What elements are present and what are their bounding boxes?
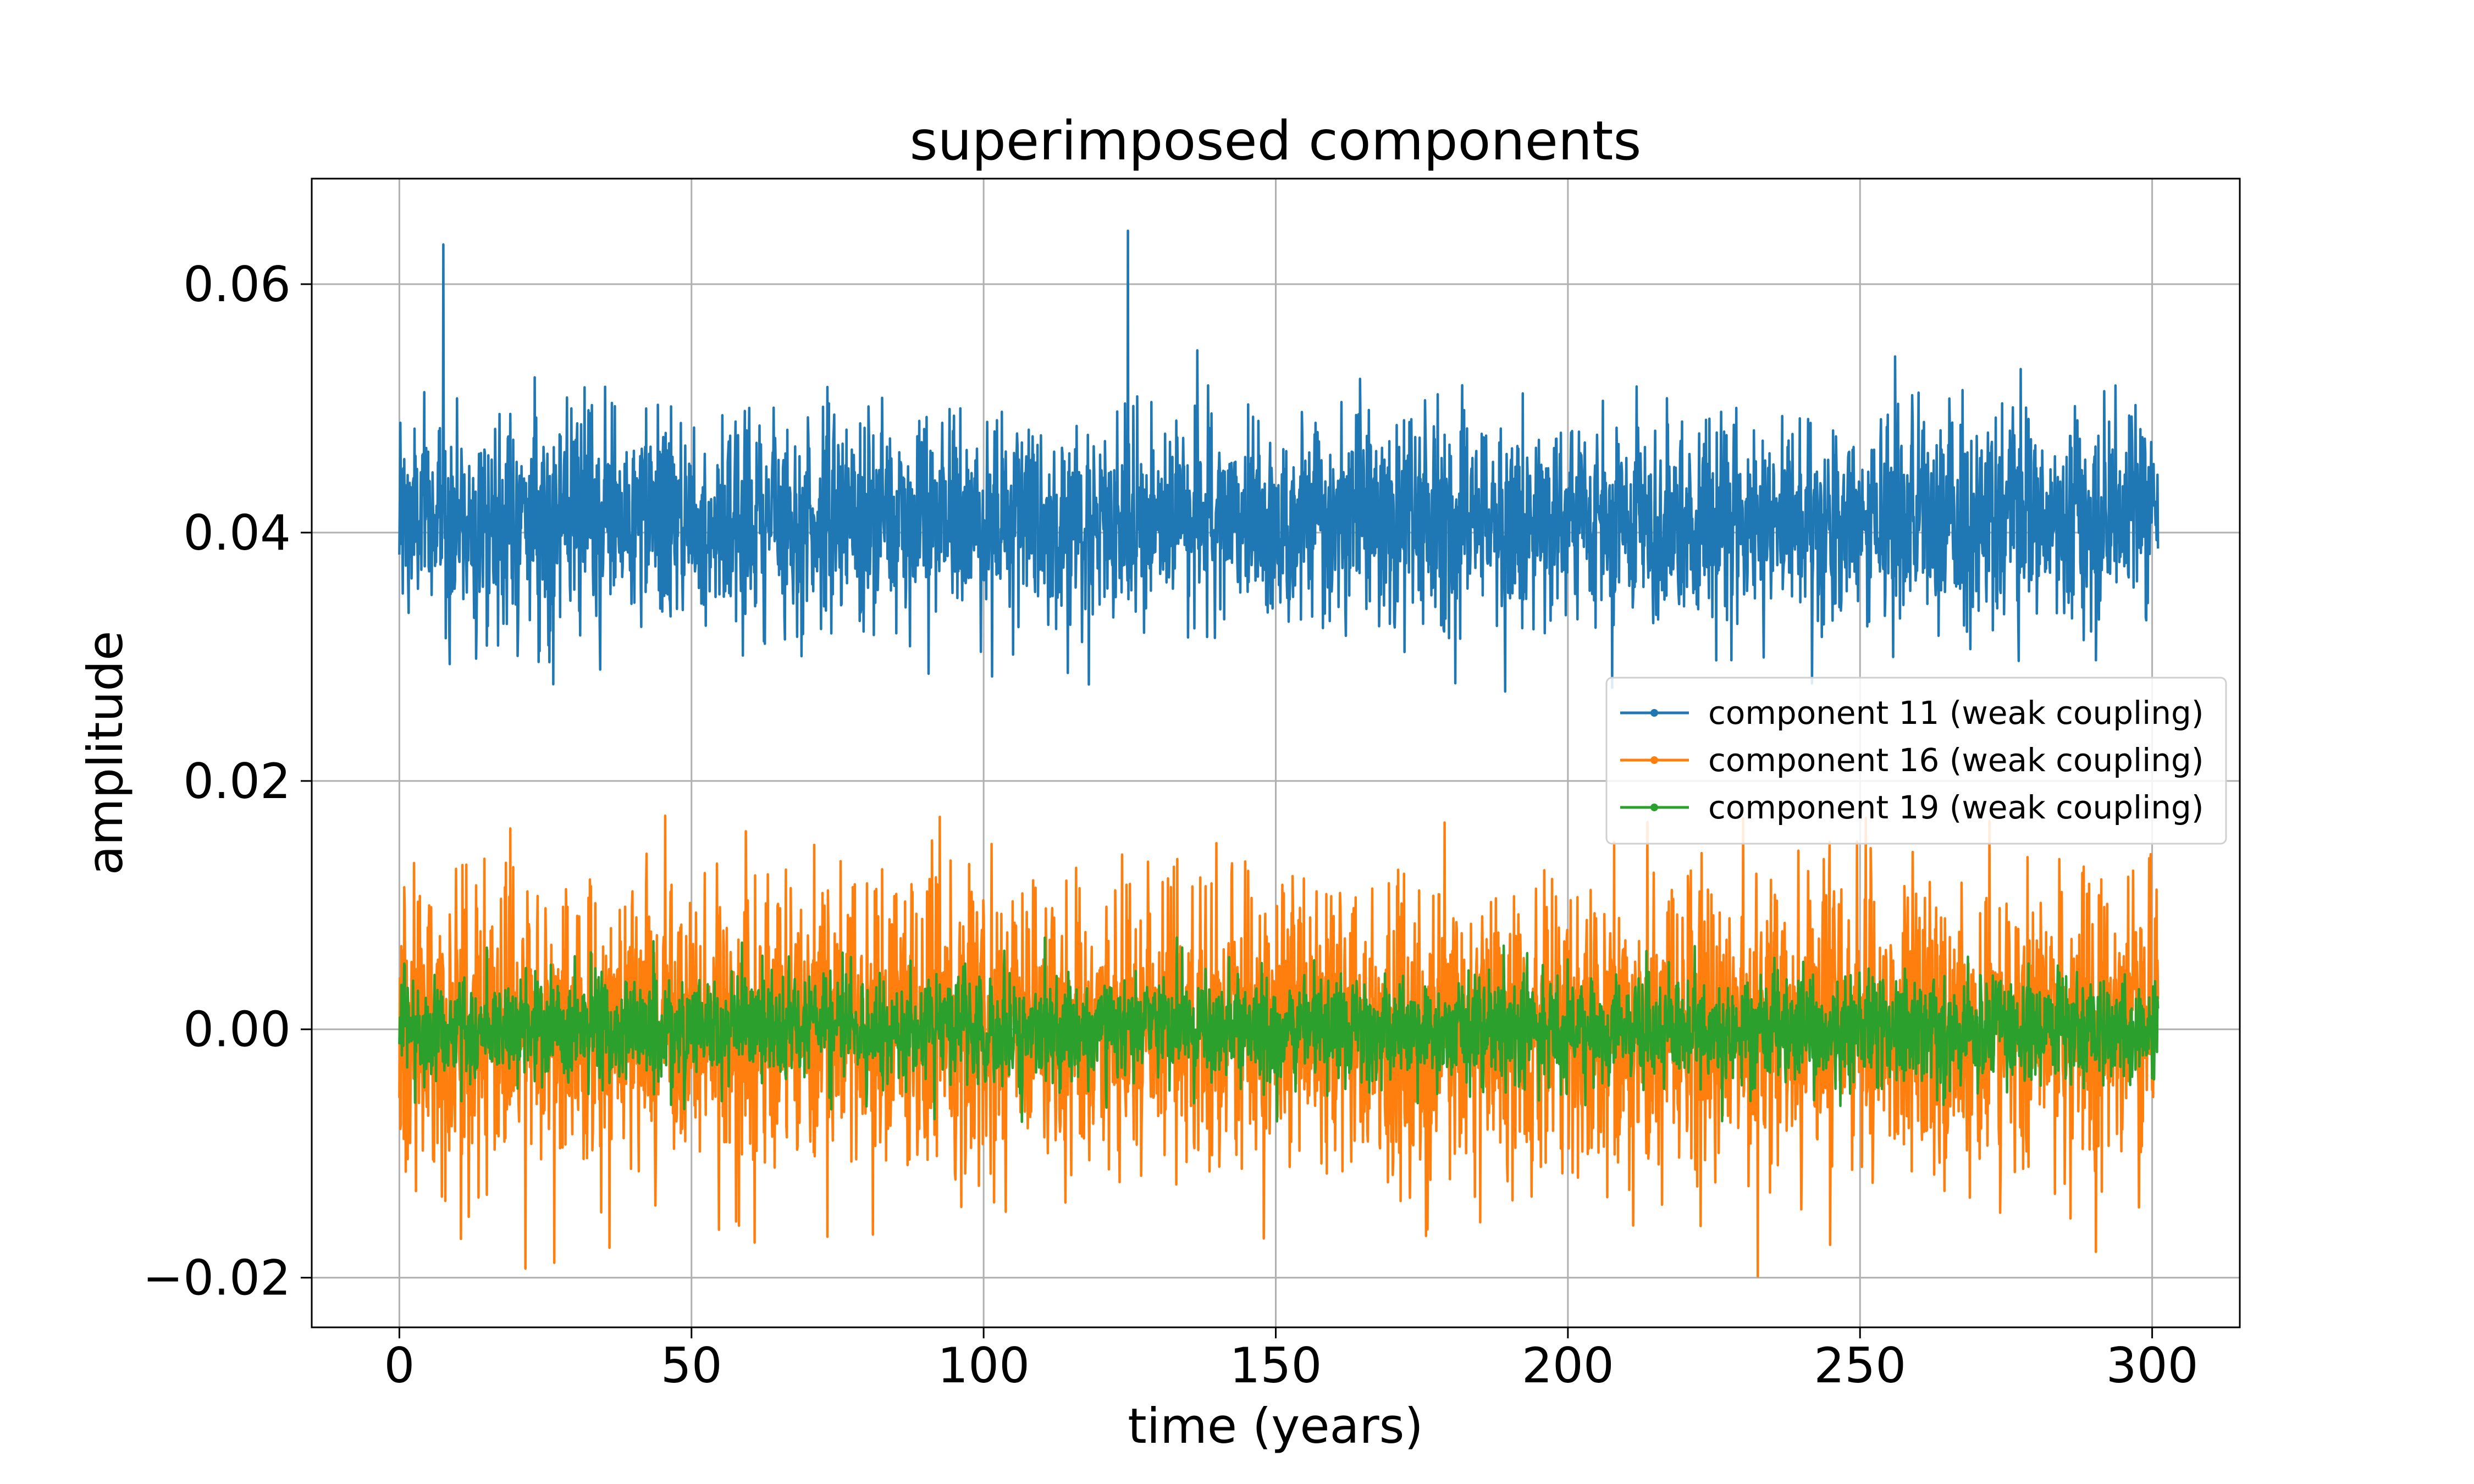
x-tick-label: 100 <box>937 1337 1030 1394</box>
x-tick-label: 300 <box>2106 1337 2199 1394</box>
y-tick-label: −0.02 <box>142 1250 291 1306</box>
y-tick-label: 0.02 <box>183 753 291 810</box>
legend-box <box>1605 677 2227 845</box>
y-tick-label: 0.04 <box>183 505 291 561</box>
chart-title: superimposed components <box>910 110 1642 173</box>
x-tick-label: 150 <box>1230 1337 1322 1394</box>
series-layer <box>398 229 2160 1278</box>
legend-entry: component 19 (weak coupling) <box>1708 789 2204 826</box>
y-tick-label: 0.06 <box>183 256 291 313</box>
x-axis-label: time (years) <box>1128 1398 1423 1454</box>
legend-marker <box>1650 709 1658 717</box>
y-axis-label: amplitude <box>77 631 134 876</box>
legend-entry: component 11 (weak coupling) <box>1708 694 2204 732</box>
x-tick-label: 250 <box>1814 1337 1906 1394</box>
series-line-1 <box>398 229 2160 693</box>
legend-marker <box>1650 756 1658 764</box>
legend-entry: component 16 (weak coupling) <box>1708 741 2204 779</box>
x-tick-label: 200 <box>1522 1337 1614 1394</box>
ticks: 0 50 100 150 200 250 300 −0.02 0.00 0.02 0.04 0.06 <box>142 256 2198 1394</box>
y-tick-label: 0.00 <box>183 1001 291 1058</box>
legend-marker <box>1650 804 1658 811</box>
series-line-3 <box>398 936 2160 1123</box>
legend: component 11 (weak coupling) component 16… <box>1605 677 2227 845</box>
x-tick-label: 0 <box>384 1337 415 1394</box>
x-tick-label: 50 <box>661 1337 722 1394</box>
